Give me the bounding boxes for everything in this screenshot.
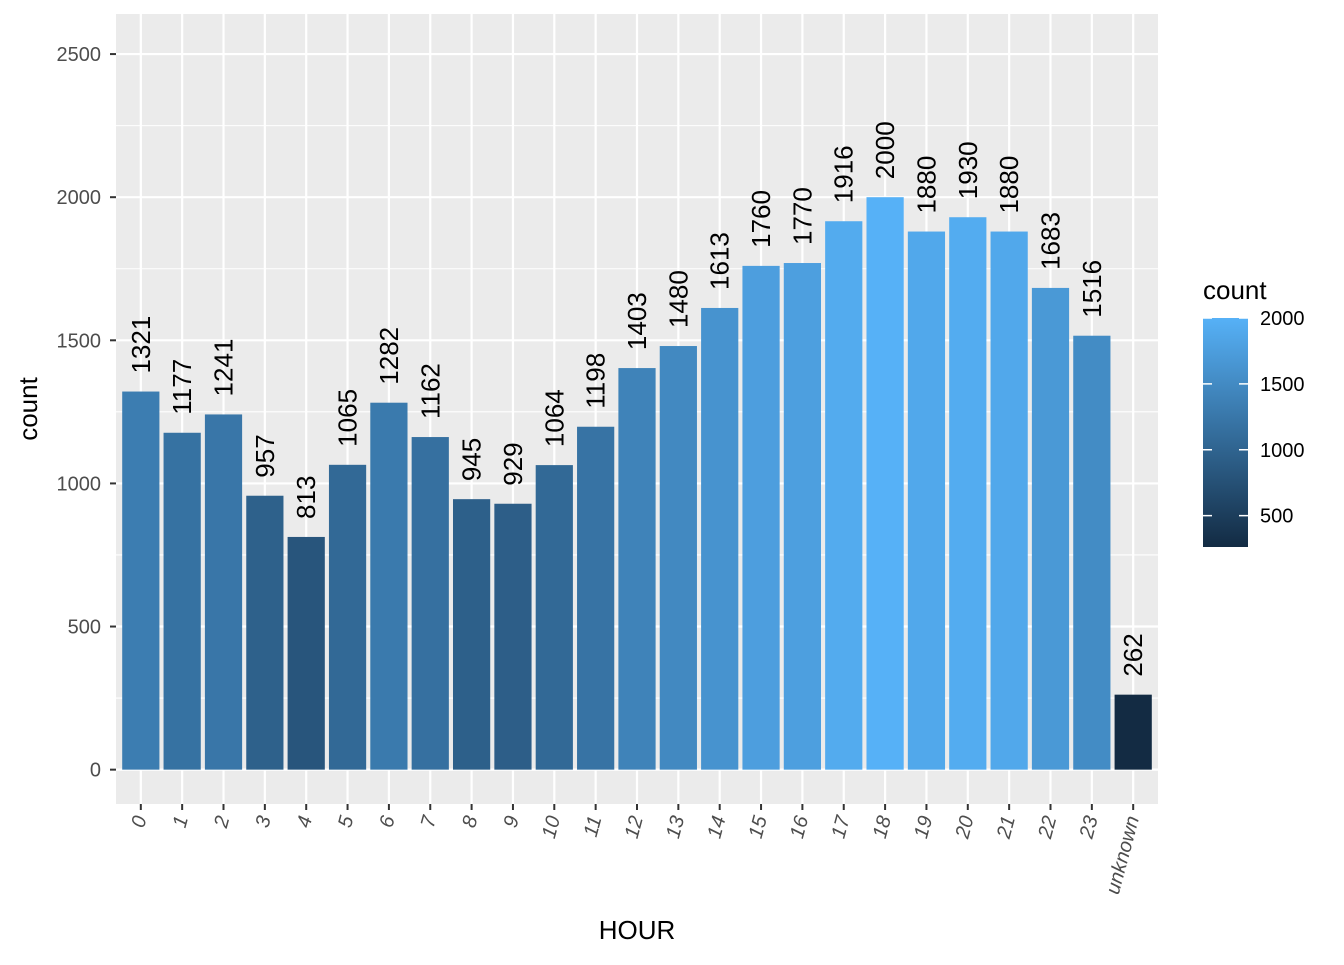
bar	[452, 499, 491, 770]
x-tick-label: 21	[993, 814, 1020, 842]
bar	[659, 346, 697, 770]
bar	[783, 263, 822, 770]
bar	[618, 368, 656, 770]
bar-value-label: 1162	[415, 363, 445, 419]
x-tick-label: 20	[951, 814, 978, 842]
x-tick-label: 18	[869, 814, 896, 841]
bar-value-label: 1916	[829, 145, 859, 203]
y-tick-label: 1000	[57, 473, 102, 495]
bar-value-label: 1770	[787, 187, 817, 245]
bar	[122, 391, 160, 770]
bar-value-label: 1516	[1077, 260, 1107, 318]
y-tick-label: 0	[90, 760, 101, 782]
bar-value-label: 957	[250, 434, 280, 477]
x-tick-label: 9	[500, 814, 524, 830]
bar	[163, 432, 201, 770]
bar	[907, 231, 946, 770]
x-tick-label: 22	[1034, 814, 1061, 842]
bar	[246, 495, 284, 770]
bar	[866, 197, 904, 770]
bar-value-label: 813	[291, 476, 321, 519]
bar-value-label: 1241	[209, 339, 239, 397]
legend-colorbar	[1203, 318, 1248, 547]
bar	[411, 437, 449, 770]
legend-tick-label: 1000	[1260, 440, 1305, 462]
bar-value-label: 1760	[746, 190, 776, 248]
x-tick-label: 14	[704, 814, 731, 841]
y-axis-title: count	[13, 376, 43, 440]
data-labels: 1321 1177 1241 957 813 1065 1282 1162 945 929 1064…	[126, 121, 1148, 676]
bar	[1073, 335, 1111, 770]
legend-tick-label: 1500	[1260, 374, 1305, 396]
bar	[1114, 694, 1152, 770]
legend-tick-label: 500	[1260, 506, 1293, 528]
bar-value-label: 945	[457, 438, 487, 481]
bar-value-label: 1064	[539, 389, 569, 447]
legend-tick-label: 2000	[1260, 308, 1305, 330]
bar-value-label: 1282	[374, 327, 404, 385]
bar-value-label: 1403	[622, 292, 652, 350]
x-tick-label: 13	[662, 814, 689, 841]
x-tick-label: 16	[786, 813, 813, 841]
bar-value-label: 2000	[870, 121, 900, 179]
bar-value-label: 1880	[994, 156, 1024, 214]
x-tick-label: 15	[745, 813, 772, 841]
legend-ticks: 500 1000 1500 2000	[1203, 308, 1305, 528]
x-axis: 0 1 2 3 4 5 6 7 8 9 10 11 12 13 14 15 16 17 18 19 20 21 22 23 un…	[128, 804, 1144, 897]
x-tick-label: 1	[169, 814, 193, 830]
y-axis: 0 500 1000 1500 2000 2500	[57, 44, 116, 782]
x-tick-label: 17	[828, 813, 855, 841]
bar-value-label: 1930	[953, 141, 983, 199]
bar	[287, 536, 325, 770]
bar	[204, 414, 243, 770]
bar	[577, 426, 615, 770]
x-tick-label: 5	[334, 813, 358, 830]
y-tick-label: 2000	[57, 187, 102, 209]
color-legend: count 500 1000 1500 2000	[1203, 275, 1305, 547]
bar-value-label: 1065	[333, 389, 363, 447]
bar	[949, 217, 987, 770]
legend-title: count	[1203, 275, 1267, 305]
bar	[535, 465, 573, 770]
bar	[494, 503, 532, 770]
bar-value-label: 929	[498, 442, 528, 485]
bar-value-label: 1177	[167, 359, 197, 415]
bar-value-label: 1613	[705, 232, 735, 290]
x-tick-label: 0	[128, 814, 152, 830]
x-tick-label: 2	[210, 814, 234, 831]
x-tick-label: 8	[458, 814, 482, 830]
x-tick-label: unknown	[1102, 814, 1144, 897]
bars	[122, 197, 1152, 770]
y-tick-label: 500	[68, 617, 101, 639]
x-tick-label: 10	[538, 814, 565, 841]
x-tick-label: 4	[293, 814, 317, 830]
bar-value-label: 1880	[911, 156, 941, 214]
x-tick-label: 23	[1075, 814, 1102, 842]
bar	[370, 402, 408, 770]
x-tick-label: 7	[417, 813, 441, 830]
bar	[328, 464, 367, 770]
x-axis-title: HOUR	[599, 915, 676, 945]
x-tick-label: 12	[621, 814, 648, 841]
bar	[1031, 287, 1070, 770]
x-tick-label: 11	[580, 814, 607, 840]
x-tick-label: 3	[252, 814, 276, 830]
bar	[825, 221, 863, 770]
x-tick-label: 19	[910, 814, 937, 841]
bar	[701, 307, 739, 770]
x-tick-label: 6	[376, 813, 400, 830]
bar-value-label: 262	[1118, 633, 1148, 676]
bar-value-label: 1480	[663, 270, 693, 328]
bar-value-label: 1198	[581, 353, 611, 409]
bar	[990, 231, 1028, 770]
bar	[742, 265, 780, 770]
bar-value-label: 1683	[1035, 212, 1065, 270]
y-tick-label: 2500	[57, 44, 102, 66]
bar-value-label: 1321	[126, 316, 156, 374]
y-tick-label: 1500	[57, 330, 102, 352]
